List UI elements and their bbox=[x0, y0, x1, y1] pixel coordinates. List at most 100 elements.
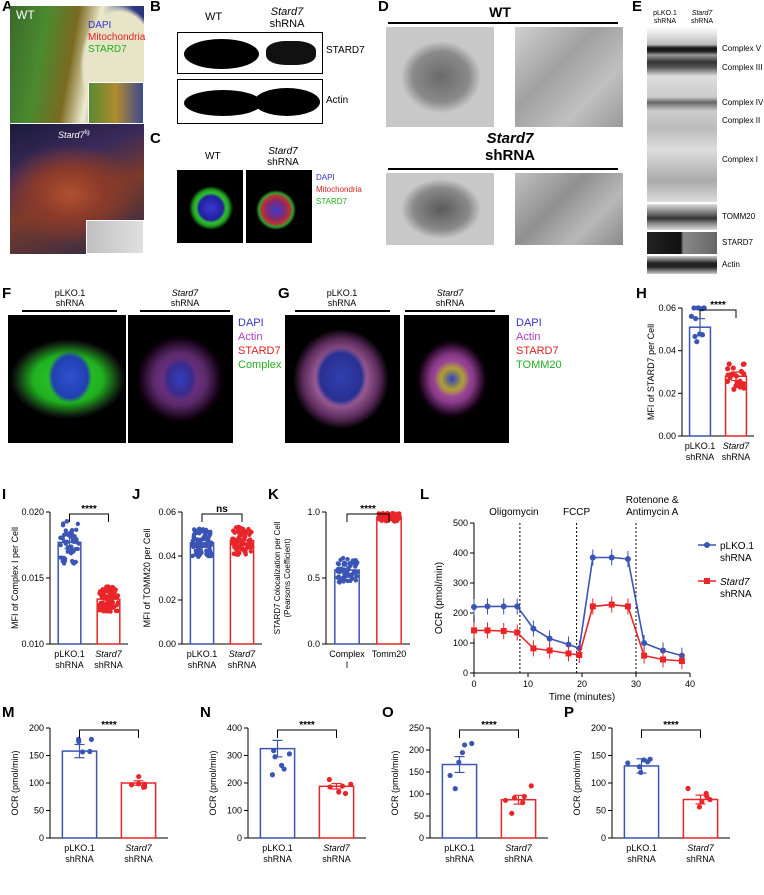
series-point-l-1 bbox=[641, 652, 648, 659]
label-b-shrna: Stard7 shRNA bbox=[269, 6, 305, 30]
panel-letter-j: J bbox=[132, 486, 141, 503]
legend-c: DAPI Mitochondria STARD7 bbox=[316, 172, 362, 208]
y-tick-label-l: 300 bbox=[453, 578, 468, 588]
y-tick-label-i: 0.010 bbox=[21, 639, 44, 649]
point-k-0 bbox=[345, 556, 350, 562]
series-point-l-1 bbox=[678, 658, 685, 664]
blot-e-oxphos bbox=[647, 27, 717, 202]
point-j-1 bbox=[231, 551, 237, 556]
point-o-0 bbox=[469, 740, 475, 747]
series-point-l-1 bbox=[500, 628, 507, 634]
chart-j: 0.00 0.02 0.04 0.06 MFI of TOMM20 per Cell pL… bbox=[142, 504, 262, 670]
point-j-0 bbox=[196, 554, 201, 560]
y-tick-label-l: 400 bbox=[453, 548, 468, 558]
em-shrna-cell bbox=[386, 173, 494, 245]
series-point-l-0 bbox=[471, 604, 477, 610]
label-complex-ii: Complex II bbox=[722, 116, 761, 125]
point-i-0 bbox=[58, 535, 63, 540]
legend-f-actin: Actin bbox=[238, 331, 263, 343]
legend-c-dapi: DAPI bbox=[316, 173, 335, 182]
bar-o-1 bbox=[500, 798, 537, 839]
point-k-0 bbox=[338, 566, 344, 571]
y-tick-label-l: 500 bbox=[453, 518, 468, 528]
category-label-o: shRNA bbox=[445, 854, 474, 864]
point-p-0 bbox=[625, 760, 631, 766]
point-i-1 bbox=[112, 589, 117, 595]
point-m-1 bbox=[136, 773, 142, 780]
point-j-0 bbox=[202, 542, 208, 547]
significance-bracket-h bbox=[699, 309, 737, 318]
category-label-p: shRNA bbox=[627, 854, 656, 864]
legend-g-tomm20: TOMM20 bbox=[516, 359, 562, 371]
significance-bracket-i bbox=[69, 513, 109, 522]
point-n-1 bbox=[348, 781, 354, 787]
point-o-1 bbox=[528, 783, 534, 789]
category-label-j: pLKO.1 bbox=[187, 649, 218, 659]
legend-label-l-1: Stard7 bbox=[720, 577, 750, 588]
micrograph-stard7-inset bbox=[86, 220, 144, 254]
bar-g-stard7 bbox=[405, 310, 495, 312]
significance-label-j: ns bbox=[216, 504, 228, 515]
y-tick-label-p: 50 bbox=[596, 806, 606, 816]
point-i-0 bbox=[75, 546, 80, 552]
category-label-i: Stard7 bbox=[95, 649, 123, 659]
legend-dapi: DAPI bbox=[88, 20, 112, 31]
label-wt: WT bbox=[16, 8, 35, 22]
point-m-0 bbox=[75, 736, 82, 743]
label-band-actin: Actin bbox=[326, 95, 349, 106]
label-stard7-fg: Stard7fg bbox=[58, 130, 90, 140]
y-tick-label-p: 100 bbox=[591, 778, 606, 788]
point-i-1 bbox=[114, 602, 120, 608]
label-e-actin: Actin bbox=[722, 260, 740, 269]
point-k-1 bbox=[396, 516, 401, 522]
series-point-l-1 bbox=[471, 627, 477, 634]
annotation-rotenone: Rotenone & bbox=[626, 495, 679, 506]
point-j-1 bbox=[247, 539, 252, 544]
label-tomm20: TOMM20 bbox=[722, 212, 756, 221]
category-label-i: pLKO.1 bbox=[54, 649, 85, 659]
point-n-0 bbox=[278, 762, 285, 768]
blot-e-actin bbox=[647, 256, 717, 274]
point-k-0 bbox=[354, 574, 359, 579]
category-label-i: shRNA bbox=[94, 660, 123, 670]
y-tick-label-j: 0.00 bbox=[158, 639, 176, 649]
point-i-1 bbox=[108, 606, 113, 611]
em-wt-zoom bbox=[515, 27, 623, 127]
category-label-n: shRNA bbox=[322, 854, 351, 864]
legend-g: DAPI Actin STARD7 TOMM20 bbox=[516, 316, 562, 372]
point-k-0 bbox=[338, 557, 343, 563]
y-tick-label-i: 0.015 bbox=[21, 573, 44, 583]
point-j-0 bbox=[192, 537, 197, 542]
y-tick-label-m: 150 bbox=[29, 751, 44, 761]
point-n-1 bbox=[342, 790, 349, 797]
point-n-0 bbox=[281, 766, 287, 772]
point-n-0 bbox=[269, 772, 276, 778]
x-tick-label-l: 0 bbox=[471, 679, 476, 689]
label-complex-iii: Complex III bbox=[722, 63, 763, 72]
point-i-1 bbox=[100, 587, 105, 592]
point-n-1 bbox=[327, 784, 333, 790]
y-tick-label-j: 0.06 bbox=[158, 507, 176, 517]
category-label-h: pLKO.1 bbox=[685, 441, 716, 451]
bar-d-wt bbox=[388, 22, 618, 24]
category-label-j: Stard7 bbox=[229, 649, 257, 659]
category-label-n: Stard7 bbox=[323, 843, 351, 853]
point-i-0 bbox=[58, 555, 64, 560]
y-label-o: OCR (pmol/min) bbox=[390, 750, 400, 815]
y-tick-label-m: 50 bbox=[34, 806, 44, 816]
label-g-stard7: Stard7 shRNA bbox=[435, 288, 465, 308]
point-j-0 bbox=[190, 543, 195, 549]
y-label-m: OCR (pmol/min) bbox=[10, 750, 20, 815]
category-label-j: shRNA bbox=[188, 660, 217, 670]
y-tick-label-k: 1.0 bbox=[307, 507, 320, 517]
annotation-antimycin: Antimycin A bbox=[626, 507, 679, 518]
point-j-0 bbox=[199, 528, 205, 534]
panel-letter-k: K bbox=[268, 486, 279, 503]
micrograph-f-stard7 bbox=[128, 315, 233, 443]
point-h-1 bbox=[726, 361, 732, 367]
y-tick-label-k: 0.0 bbox=[307, 639, 320, 649]
series-point-l-0 bbox=[500, 603, 507, 610]
point-h-1 bbox=[741, 371, 747, 377]
y-tick-label-j: 0.02 bbox=[158, 595, 176, 605]
